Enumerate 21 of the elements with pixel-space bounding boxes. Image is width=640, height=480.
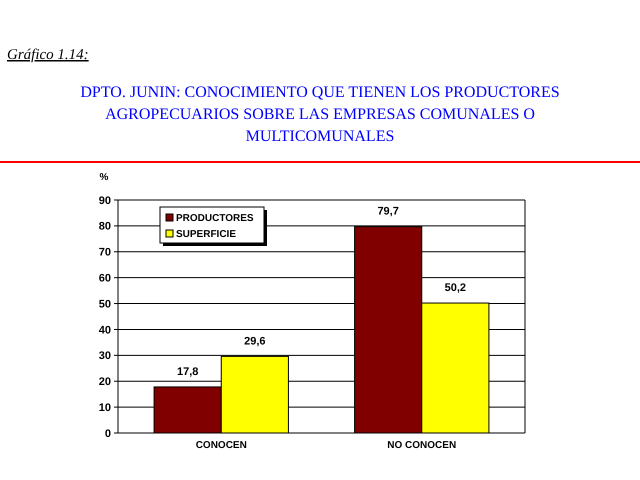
y-axis-title: %: [100, 172, 109, 183]
y-tick-label: 50: [98, 298, 111, 310]
y-tick-label: 70: [98, 246, 111, 259]
x-tick-label: CONOCEN: [196, 440, 247, 451]
text: Gráfico 1.14:: [7, 47, 89, 63]
y-tick-label: 40: [98, 324, 111, 336]
data-label: 29,6: [244, 335, 266, 348]
legend-label: SUPERFICIE: [176, 229, 236, 240]
y-tick-label: 0: [104, 428, 111, 440]
legend-label: PRODUCTORES: [176, 213, 254, 224]
y-tick-label: 10: [98, 402, 111, 414]
x-tick-label: NO CONOCEN: [387, 440, 456, 451]
data-label: 79,7: [377, 206, 399, 218]
y-tick-label: 30: [98, 350, 111, 362]
y-tick-label: 20: [98, 376, 111, 388]
y-tick-label: 60: [98, 272, 111, 285]
y-tick-label: 90: [98, 194, 111, 207]
chart-title: DPTO. JUNIN: CONOCIMIENTO QUE TIENEN LOS PRODUCTORES AGROPECUARIOS SOBRE LAS EMPRESAS COMUNALES O MULTICOMUNALES: [80, 84, 560, 145]
y-tick-label: 80: [98, 220, 111, 233]
data-label: 50,2: [444, 282, 466, 294]
data-label: 17,8: [176, 366, 198, 378]
